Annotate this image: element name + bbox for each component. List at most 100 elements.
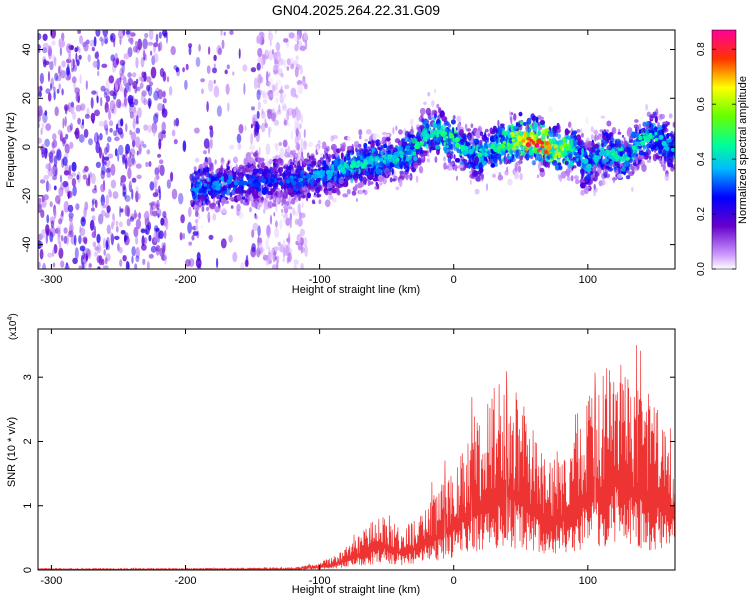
noise-speckle bbox=[100, 209, 106, 217]
spectral-cell bbox=[264, 196, 268, 204]
noise-speckle bbox=[155, 87, 160, 94]
spectral-cell bbox=[294, 153, 299, 158]
noise-speckle bbox=[256, 89, 261, 101]
noise-speckle bbox=[213, 63, 216, 68]
figure-title: GN04.2025.264.22.31.G09 bbox=[272, 2, 440, 18]
noise-speckle bbox=[280, 72, 284, 78]
noise-speckle bbox=[300, 138, 304, 148]
noise-speckle bbox=[268, 77, 274, 89]
spectral-cell bbox=[508, 110, 512, 116]
noise-speckle bbox=[131, 188, 134, 200]
spectral-cell bbox=[618, 128, 621, 133]
noise-speckle bbox=[41, 199, 47, 208]
noise-speckle bbox=[282, 103, 287, 109]
noise-speckle bbox=[128, 180, 132, 192]
spectral-cell bbox=[495, 136, 499, 144]
spectral-cell bbox=[364, 138, 369, 142]
spectral-cell bbox=[616, 163, 620, 168]
noise-speckle bbox=[90, 97, 94, 109]
ridge-peak bbox=[435, 134, 440, 138]
noise-speckle bbox=[280, 86, 283, 97]
spectral-cell bbox=[645, 128, 649, 136]
noise-speckle bbox=[257, 83, 261, 89]
spectral-cell bbox=[454, 130, 457, 134]
noise-speckle bbox=[168, 86, 173, 96]
noise-speckle bbox=[122, 255, 127, 262]
noise-speckle bbox=[153, 90, 159, 101]
noise-speckle bbox=[78, 46, 81, 54]
spectral-cell bbox=[357, 182, 363, 189]
snr-series-line bbox=[38, 344, 675, 570]
noise-speckle bbox=[265, 143, 271, 156]
spectral-cell bbox=[536, 174, 540, 179]
spectral-cell bbox=[668, 113, 673, 119]
spectral-cell bbox=[581, 147, 585, 156]
noise-speckle bbox=[80, 103, 86, 111]
spectral-cell bbox=[415, 175, 419, 183]
noise-speckle bbox=[251, 243, 256, 253]
spectral-cell bbox=[590, 174, 596, 178]
noise-speckle bbox=[118, 246, 123, 254]
spectral-cell bbox=[193, 166, 197, 172]
noise-speckle bbox=[185, 63, 189, 71]
spectral-cell bbox=[355, 198, 358, 202]
noise-speckle bbox=[159, 164, 165, 177]
spectral-cell bbox=[209, 166, 214, 173]
spectral-cell bbox=[560, 171, 567, 179]
noise-speckle bbox=[273, 212, 276, 217]
noise-speckle bbox=[50, 83, 52, 91]
noise-speckle bbox=[40, 128, 43, 136]
noise-speckle bbox=[50, 150, 56, 155]
spectral-cell bbox=[259, 157, 265, 162]
ridge-peak bbox=[258, 178, 262, 183]
noise-speckle bbox=[135, 163, 142, 169]
noise-speckle bbox=[78, 235, 82, 245]
noise-speckle bbox=[42, 33, 48, 41]
noise-speckle bbox=[100, 183, 106, 193]
spectral-cell bbox=[243, 201, 247, 206]
noise-speckle bbox=[104, 101, 109, 113]
spectral-cell bbox=[250, 187, 253, 191]
spectral-cell bbox=[273, 199, 277, 204]
spectral-cell bbox=[229, 192, 233, 198]
noise-speckle bbox=[149, 202, 155, 207]
noise-speckle bbox=[147, 97, 152, 107]
ridge-peak bbox=[315, 170, 321, 176]
spectral-cell bbox=[487, 133, 491, 137]
spectral-cell bbox=[330, 143, 337, 151]
spectral-cell bbox=[418, 126, 423, 133]
noise-speckle bbox=[126, 218, 131, 227]
noise-speckle bbox=[79, 35, 83, 44]
spectral-cell bbox=[388, 141, 391, 146]
noise-speckle bbox=[67, 174, 73, 180]
noise-speckle bbox=[120, 182, 125, 187]
noise-speckle bbox=[268, 126, 272, 133]
spectral-cell bbox=[331, 197, 337, 203]
noise-speckle bbox=[129, 129, 132, 135]
ridge-peak bbox=[388, 158, 393, 163]
spectral-cell bbox=[404, 136, 410, 143]
spectral-cell bbox=[413, 156, 418, 161]
noise-speckle bbox=[175, 117, 180, 127]
spectral-cell bbox=[401, 141, 408, 146]
noise-speckle bbox=[182, 67, 186, 73]
noise-speckle bbox=[288, 32, 295, 39]
spectral-cell bbox=[293, 190, 298, 195]
spectral-cell bbox=[238, 164, 244, 170]
spectral-cell bbox=[568, 135, 571, 141]
spectral-cell bbox=[203, 161, 209, 167]
ridge-peak bbox=[360, 163, 366, 169]
noise-speckle bbox=[57, 228, 61, 239]
spectral-cell bbox=[526, 117, 532, 125]
spectral-cell bbox=[223, 182, 227, 186]
spectral-cell bbox=[262, 168, 268, 177]
spectral-cell bbox=[464, 137, 468, 142]
noise-speckle bbox=[45, 88, 51, 94]
spectral-cell bbox=[283, 184, 286, 189]
noise-speckle bbox=[142, 38, 148, 50]
snr-multiplier-exp: 4 bbox=[7, 317, 14, 321]
spectral-cell bbox=[614, 147, 619, 152]
noise-speckle bbox=[83, 165, 89, 173]
noise-speckle bbox=[122, 185, 127, 196]
